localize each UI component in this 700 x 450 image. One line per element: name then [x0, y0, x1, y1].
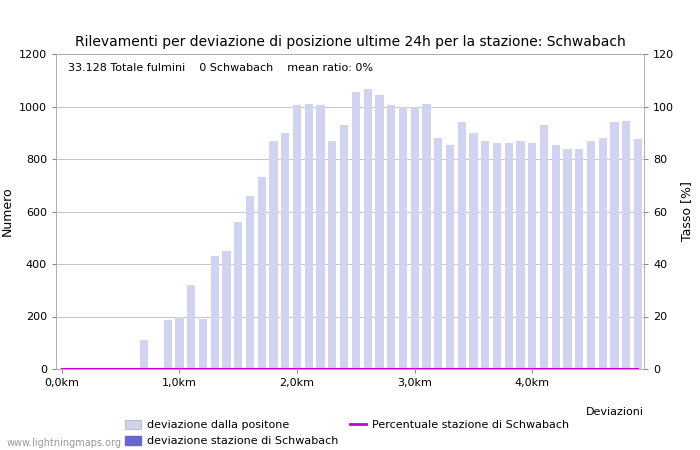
Bar: [493, 143, 501, 369]
Bar: [622, 121, 631, 369]
Title: Rilevamenti per deviazione di posizione ultime 24h per la stazione: Schwabach: Rilevamenti per deviazione di posizione …: [75, 35, 625, 49]
Bar: [422, 104, 430, 369]
Bar: [246, 196, 254, 369]
Bar: [411, 107, 419, 369]
Bar: [293, 105, 301, 369]
Bar: [517, 140, 524, 369]
Bar: [352, 92, 360, 369]
Bar: [540, 125, 548, 369]
Bar: [304, 104, 313, 369]
Bar: [598, 138, 607, 369]
Bar: [634, 140, 642, 369]
Bar: [211, 256, 219, 369]
Bar: [446, 144, 454, 369]
Bar: [328, 140, 337, 369]
Bar: [505, 143, 513, 369]
Bar: [399, 107, 407, 369]
Bar: [281, 133, 289, 369]
Bar: [458, 122, 466, 369]
Bar: [223, 251, 230, 369]
Bar: [434, 138, 442, 369]
Bar: [340, 125, 348, 369]
Text: www.lightningmaps.org: www.lightningmaps.org: [7, 438, 122, 448]
Bar: [258, 177, 266, 369]
Bar: [234, 222, 242, 369]
Legend: deviazione dalla positone, deviazione stazione di Schwabach, Percentuale stazion: deviazione dalla positone, deviazione st…: [120, 415, 573, 450]
Bar: [140, 340, 148, 369]
Text: 33.128 Totale fulmini    0 Schwabach    mean ratio: 0%: 33.128 Totale fulmini 0 Schwabach mean r…: [68, 63, 373, 73]
Bar: [375, 94, 384, 369]
Bar: [610, 122, 619, 369]
Bar: [387, 105, 395, 369]
Bar: [470, 133, 477, 369]
Bar: [187, 285, 195, 369]
Bar: [528, 143, 536, 369]
Bar: [587, 140, 595, 369]
Bar: [564, 148, 572, 369]
Bar: [316, 105, 325, 369]
Y-axis label: Tasso [%]: Tasso [%]: [680, 181, 693, 242]
Text: Deviazioni: Deviazioni: [586, 407, 644, 417]
Bar: [575, 148, 583, 369]
Bar: [270, 140, 278, 369]
Bar: [176, 316, 183, 369]
Bar: [164, 320, 172, 369]
Bar: [481, 140, 489, 369]
Bar: [363, 90, 372, 369]
Y-axis label: Numero: Numero: [0, 187, 13, 236]
Bar: [552, 144, 560, 369]
Bar: [199, 319, 207, 369]
